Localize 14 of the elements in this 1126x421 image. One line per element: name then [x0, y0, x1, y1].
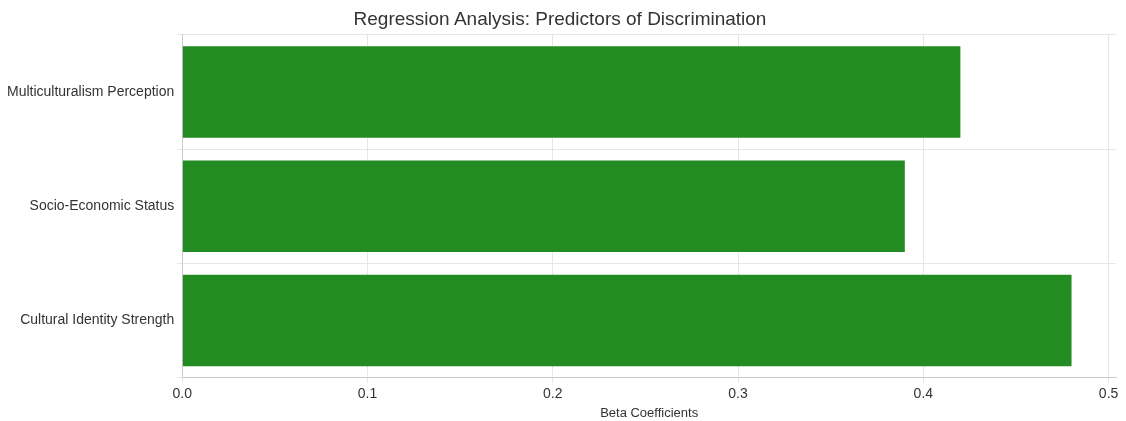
- x-tick-label: 0.1: [357, 384, 378, 401]
- x-axis-title: Beta Coefficients: [600, 404, 699, 420]
- bar: [182, 46, 961, 138]
- y-tick-label: Multiculturalism Perception: [6, 82, 175, 99]
- chart-title: Regression Analysis: Predictors of Discrimination: [353, 7, 767, 29]
- x-tick-label: 0.0: [172, 384, 193, 401]
- bar: [182, 160, 905, 252]
- x-tick-label: 0.3: [728, 384, 749, 401]
- bar: [182, 274, 1072, 367]
- y-tick-label: Cultural Identity Strength: [20, 311, 175, 328]
- x-tick-label: 0.2: [543, 384, 563, 401]
- x-tick-label: 0.4: [913, 384, 934, 401]
- x-tick-label: 0.5: [1098, 384, 1119, 401]
- y-tick-label: Socio-Economic Status: [29, 197, 175, 214]
